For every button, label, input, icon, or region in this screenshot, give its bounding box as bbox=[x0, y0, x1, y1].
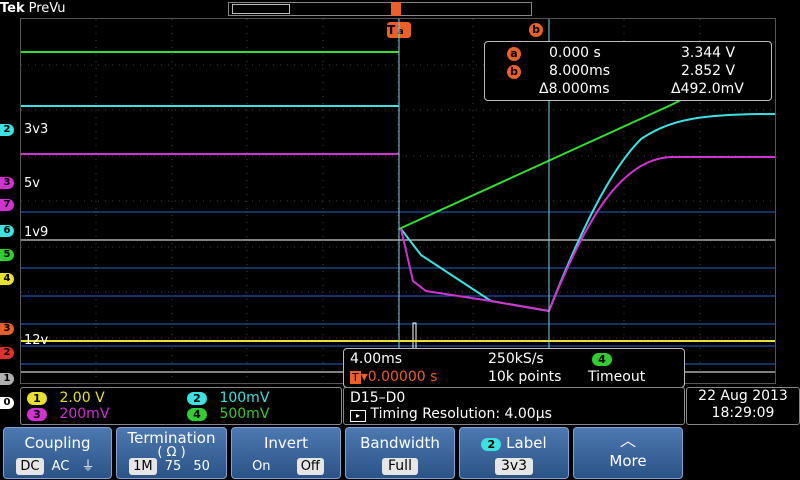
channel-4-setting[interactable]: 4 500mV bbox=[187, 406, 269, 422]
termination-options: 1M 75 50 bbox=[117, 458, 226, 475]
invert-options: On Off bbox=[232, 458, 340, 475]
coupling-label: Coupling bbox=[24, 434, 91, 452]
horizontal-trigger-readout[interactable]: 4.00ms 250kS/s 4 T ▾0.00000 s 10k points … bbox=[343, 348, 685, 388]
more-label: More bbox=[609, 452, 647, 470]
trigger-position-icon[interactable] bbox=[391, 2, 401, 16]
termination-1m-option[interactable]: 1M bbox=[129, 458, 157, 475]
cursor-readout: a 0.000 s 3.344 V b 8.000ms 2.852 V Δ8.0… bbox=[484, 41, 772, 101]
digital-7-marker[interactable]: 7 bbox=[0, 199, 14, 211]
channel-2-offset-marker[interactable]: 2 bbox=[0, 124, 14, 136]
digital-bus-panel[interactable]: D15–D0 ▸ Timing Resolution: 4.00µs bbox=[343, 387, 685, 425]
digital-6-marker[interactable]: 6 bbox=[0, 225, 14, 237]
channel-1-label: 12v bbox=[24, 333, 49, 348]
waveform-svg bbox=[21, 19, 775, 383]
termination-50-option[interactable]: 50 bbox=[193, 459, 210, 474]
channel-3-offset-marker[interactable]: 3 bbox=[0, 177, 14, 189]
coupling-ground-option[interactable]: ⏚ bbox=[81, 459, 95, 474]
channel-1-scale: 2.00 V bbox=[59, 390, 105, 406]
invert-on-option[interactable]: On bbox=[252, 459, 271, 474]
cursor-b-time: 8.000ms bbox=[549, 63, 611, 79]
timebase-value: 4.00ms bbox=[350, 351, 403, 367]
termination-75-option[interactable]: 75 bbox=[164, 459, 182, 474]
trigger-position-value: ▾0.00000 s bbox=[360, 369, 438, 385]
digital-4-marker[interactable]: 4 bbox=[0, 273, 14, 285]
channel-2-label: 3v3 bbox=[24, 122, 49, 137]
bus-1v9-label: 1v9 bbox=[24, 225, 49, 240]
more-button[interactable]: ︿ More bbox=[573, 427, 683, 479]
chevron-up-icon: ︿ bbox=[619, 431, 636, 450]
termination-label: Termination bbox=[127, 429, 216, 447]
sample-rate-value: 250kS/s bbox=[488, 351, 544, 367]
bandwidth-value: Full bbox=[382, 458, 418, 475]
cursor-a-badge: a bbox=[395, 27, 407, 38]
channel-1-badge: 1 bbox=[27, 392, 47, 405]
channel-1-setting[interactable]: 1 2.00 V bbox=[27, 390, 105, 406]
digital-1-marker[interactable]: 1 bbox=[0, 373, 14, 385]
coupling-options: DC AC ⏚ bbox=[4, 458, 111, 475]
channel-2-setting[interactable]: 2 100mV bbox=[187, 390, 269, 406]
trigger-position: T ▾0.00000 s bbox=[350, 369, 437, 386]
coupling-button[interactable]: Coupling DC AC ⏚ bbox=[3, 427, 112, 479]
label-value: 3v3 bbox=[494, 458, 534, 475]
channel-settings-panel[interactable]: 1 2.00 V 2 100mV 3 200mV 4 500mV bbox=[20, 387, 342, 425]
bus-name: D15–D0 bbox=[350, 390, 406, 406]
channel-3-badge: 3 bbox=[27, 408, 47, 421]
record-view-bar[interactable] bbox=[228, 2, 532, 16]
label-title: 2 Label bbox=[460, 434, 568, 452]
label-button[interactable]: 2 Label 3v3 bbox=[459, 427, 569, 479]
termination-unit: ( Ω ) bbox=[157, 445, 186, 460]
digital-3-marker[interactable]: 3 bbox=[0, 323, 14, 335]
trigger-position-icon-small: T bbox=[350, 371, 361, 384]
cursor-a-icon: a bbox=[507, 47, 521, 61]
waveform-display[interactable] bbox=[20, 18, 776, 384]
channel-3-scale: 200mV bbox=[59, 406, 110, 422]
coupling-ac-option[interactable]: AC bbox=[51, 459, 70, 474]
trigger-marker-label: T bbox=[387, 23, 396, 37]
timing-resolution-value: Timing Resolution: 4.00µs bbox=[370, 406, 552, 422]
cursor-a-readout-row: a bbox=[507, 44, 521, 62]
cursor-delta-time: Δ8.000ms bbox=[539, 81, 610, 97]
acquisition-state: PreVu bbox=[28, 1, 66, 16]
bandwidth-button[interactable]: Bandwidth Full bbox=[345, 427, 455, 479]
cursor-b-icon: b bbox=[507, 65, 521, 79]
invert-button[interactable]: Invert On Off bbox=[231, 427, 341, 479]
channel-2-badge: 2 bbox=[187, 392, 207, 405]
time-value: 18:29:09 bbox=[711, 405, 775, 421]
digital-0-marker[interactable]: 0 bbox=[0, 397, 14, 409]
trigger-mode-value: Timeout bbox=[588, 369, 646, 385]
bandwidth-label: Bandwidth bbox=[360, 434, 440, 452]
digital-5-marker[interactable]: 5 bbox=[0, 249, 14, 261]
bus-waveform-icon: ▸ bbox=[350, 410, 366, 422]
cursor-a-time: 0.000 s bbox=[549, 45, 601, 61]
channel-4-badge: 4 bbox=[187, 408, 207, 421]
digital-2-marker[interactable]: 2 bbox=[0, 347, 14, 359]
termination-button[interactable]: Termination ( Ω ) 1M 75 50 bbox=[116, 427, 227, 479]
brand-logo: Tek bbox=[0, 1, 25, 16]
cursor-b-voltage: 2.852 V bbox=[681, 63, 736, 79]
trigger-source: 4 bbox=[592, 351, 612, 367]
cursor-a-voltage: 3.344 V bbox=[681, 45, 736, 61]
channel-3-setting[interactable]: 3 200mV bbox=[27, 406, 109, 422]
record-length-value: 10k points bbox=[488, 369, 562, 385]
channel-3-label: 5v bbox=[24, 176, 40, 191]
channel-2-scale: 100mV bbox=[219, 390, 270, 406]
record-view-window[interactable] bbox=[232, 4, 290, 14]
channel-3-waveform bbox=[21, 153, 775, 313]
cursor-b-badge-top[interactable]: b bbox=[529, 23, 543, 37]
date-time-panel: 22 Aug 2013 18:29:09 bbox=[686, 387, 800, 425]
date-value: 22 Aug 2013 bbox=[698, 388, 788, 404]
label-channel-badge: 2 bbox=[481, 438, 502, 451]
invert-label: Invert bbox=[263, 434, 309, 452]
brand-status: Tek PreVu bbox=[0, 0, 72, 18]
coupling-dc-option[interactable]: DC bbox=[16, 458, 44, 475]
timing-resolution-row: ▸ Timing Resolution: 4.00µs bbox=[350, 406, 552, 422]
channel-4-scale: 500mV bbox=[219, 406, 270, 422]
cursor-delta-voltage: Δ492.0mV bbox=[671, 81, 744, 97]
cursor-b-readout-row: b bbox=[507, 62, 521, 80]
trigger-channel-badge: 4 bbox=[592, 353, 612, 366]
channel-4-waveform bbox=[21, 51, 682, 230]
invert-off-option[interactable]: Off bbox=[296, 458, 324, 475]
label-text: Label bbox=[506, 434, 547, 452]
